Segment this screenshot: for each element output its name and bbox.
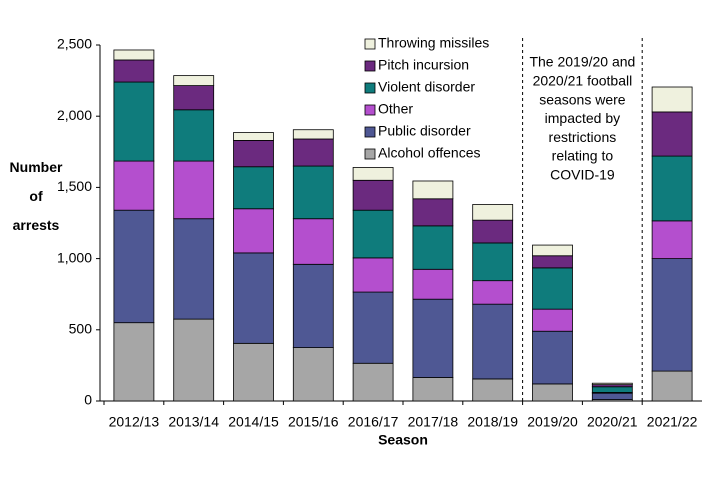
x-tick-label: 2021/22 bbox=[647, 414, 698, 430]
x-tick-label: 2017/18 bbox=[408, 414, 459, 430]
bar-segment bbox=[412, 225, 454, 270]
bar-segment bbox=[591, 386, 633, 393]
bar-segment bbox=[532, 255, 573, 269]
x-tick-label: 2020/21 bbox=[587, 414, 638, 430]
bar-segment bbox=[472, 242, 514, 282]
legend-label: Alcohol offences bbox=[378, 145, 480, 161]
bar-segment bbox=[233, 208, 274, 254]
legend-label: Public disorder bbox=[378, 123, 471, 139]
bar-segment bbox=[651, 111, 693, 157]
x-tick-label: 2014/15 bbox=[228, 414, 279, 430]
x-tick-label: 2019/20 bbox=[527, 414, 578, 430]
annotation: relating to bbox=[552, 148, 614, 164]
bar-segment bbox=[412, 180, 454, 200]
bar-segment bbox=[412, 268, 454, 300]
y-tick-label: 1,500 bbox=[57, 178, 92, 194]
legend-label: Violent disorder bbox=[378, 79, 475, 95]
bar-segment bbox=[233, 342, 274, 402]
bar-segment bbox=[412, 298, 454, 378]
bar-segment bbox=[651, 86, 693, 113]
bar-segment bbox=[651, 220, 693, 259]
legend-swatch bbox=[364, 38, 376, 50]
bar-segment bbox=[113, 81, 155, 162]
bar-segment bbox=[292, 129, 334, 140]
bar-segment bbox=[591, 392, 633, 400]
bar-segment bbox=[472, 378, 514, 402]
annotation: The 2019/20 and bbox=[529, 54, 635, 70]
legend-swatch bbox=[364, 82, 376, 94]
legend-swatch bbox=[364, 60, 376, 72]
bar-segment bbox=[591, 382, 633, 386]
bar-segment bbox=[352, 179, 394, 211]
legend-label: Pitch incursion bbox=[378, 57, 469, 73]
bar-segment bbox=[173, 318, 215, 402]
x-tick-label: 2013/14 bbox=[168, 414, 219, 430]
bar-segment bbox=[352, 362, 394, 402]
bar-segment bbox=[532, 308, 573, 332]
y-tick-label: 500 bbox=[69, 321, 93, 337]
bar-segment bbox=[233, 166, 274, 210]
bar-segment bbox=[292, 165, 334, 220]
annotation: 2020/21 football bbox=[533, 73, 633, 89]
x-tick-label: 2015/16 bbox=[288, 414, 339, 430]
bar-segment bbox=[651, 155, 693, 222]
bar-segment bbox=[233, 252, 274, 344]
bar-segment bbox=[292, 347, 334, 402]
legend-swatch bbox=[364, 126, 376, 138]
y-tick-label: 1,000 bbox=[57, 249, 92, 265]
bar-segment bbox=[113, 322, 155, 402]
bar-segment bbox=[472, 204, 514, 221]
legend-label: Other bbox=[378, 101, 413, 117]
bar-segment bbox=[292, 138, 334, 167]
y-axis-title-line: of bbox=[29, 188, 43, 204]
annotation: restrictions bbox=[549, 129, 617, 145]
bar-segment bbox=[472, 303, 514, 380]
bar-segment bbox=[651, 370, 693, 402]
bar-segment bbox=[352, 257, 394, 293]
bar-segment bbox=[113, 59, 155, 83]
bar-segment bbox=[173, 109, 215, 162]
annotation: impacted by bbox=[545, 110, 620, 126]
bar-segment bbox=[532, 383, 573, 402]
bar-segment bbox=[352, 167, 394, 181]
legend-swatch bbox=[364, 104, 376, 116]
y-axis-title-line: arrests bbox=[13, 217, 60, 233]
bar-segment bbox=[233, 140, 274, 168]
legend-swatch bbox=[364, 148, 376, 160]
bar-segment bbox=[412, 198, 454, 227]
bar-segment bbox=[173, 218, 215, 320]
annotation: seasons were bbox=[539, 91, 626, 107]
bar-segment bbox=[233, 132, 274, 141]
bar-segment bbox=[532, 330, 573, 385]
y-axis-title-line: Number bbox=[10, 159, 63, 175]
bar-segment bbox=[173, 75, 215, 86]
bar-segment bbox=[113, 49, 155, 61]
annotation: COVID-19 bbox=[550, 167, 615, 183]
legend-label: Throwing missiles bbox=[378, 35, 489, 51]
bar-segment bbox=[651, 258, 693, 372]
bar-segment bbox=[352, 291, 394, 364]
bar-segment bbox=[472, 280, 514, 305]
y-tick-label: 2,000 bbox=[57, 107, 92, 123]
y-tick-label: 0 bbox=[84, 392, 92, 408]
y-tick-label: 2,500 bbox=[57, 36, 92, 52]
bar-segment bbox=[532, 244, 573, 257]
x-tick-label: 2016/17 bbox=[348, 414, 399, 430]
bar-segment bbox=[173, 85, 215, 111]
bar-segment bbox=[113, 160, 155, 211]
x-axis-title: Season bbox=[378, 432, 428, 448]
bar-segment bbox=[113, 209, 155, 324]
y-axis-title: Number of arrests bbox=[10, 159, 63, 233]
bar-segment bbox=[173, 160, 215, 220]
bar-segment bbox=[412, 377, 454, 402]
bar-segment bbox=[472, 219, 514, 244]
bar-segment bbox=[292, 263, 334, 348]
bar-segment bbox=[532, 267, 573, 310]
bar-segment bbox=[292, 218, 334, 265]
x-tick-label: 2018/19 bbox=[467, 414, 518, 430]
x-tick-label: 2012/13 bbox=[109, 414, 160, 430]
bar-segment bbox=[352, 209, 394, 259]
